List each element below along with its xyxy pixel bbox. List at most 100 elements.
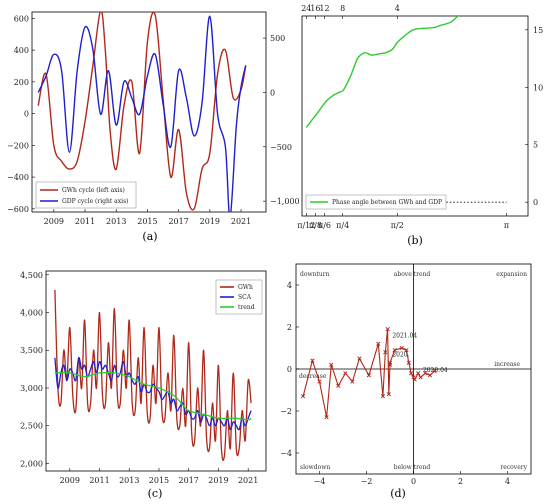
y-left-tick-label: −400 <box>7 173 29 182</box>
trajectory-point <box>329 362 334 367</box>
y-tick-label: 4,500 <box>20 271 43 280</box>
x-ticks-d: −4 −2 0 2 4 <box>314 471 510 486</box>
x-tick-label: 0 <box>411 477 416 486</box>
y-right-ticks-a: 500 0 −500 −1,000 <box>263 34 300 206</box>
x-top-tick-label: 12 <box>319 4 329 13</box>
y-left-tick-label: −200 <box>7 141 29 150</box>
y-tick-label: −4 <box>280 449 292 458</box>
legend-label-sca: SCA <box>238 294 252 301</box>
trajectory-point <box>343 371 348 376</box>
trajectory-point <box>411 375 416 380</box>
trajectory-point <box>300 394 306 399</box>
x-tick-label: 4 <box>505 477 510 486</box>
quadrant-label-slowdown: slowdown <box>300 464 330 471</box>
y-left-tick-label: 400 <box>14 46 29 55</box>
y-left-ticks-a: 600 400 200 0 −200 −400 −600 <box>7 14 35 214</box>
x-tick-label: 2015 <box>149 476 169 485</box>
x-top-tick-label: 4 <box>395 4 400 13</box>
plot-frame-a <box>31 11 267 213</box>
legend-a: GWh cycle (left axis) GDP cycle (right a… <box>35 181 137 209</box>
x-top-tick-label: 24 <box>301 4 311 13</box>
x-tick-label: 2017 <box>168 217 188 226</box>
quadrant-label-above-trend: above trend <box>394 271 431 278</box>
legend-b: Phase angle between GWh and GDP <box>305 194 447 210</box>
legend-box-b <box>305 194 447 210</box>
trajectory-point <box>336 383 341 388</box>
legend-label-gwh-cycle: GWh cycle (left axis) <box>62 187 125 194</box>
y-left-tick-label: 200 <box>14 78 29 87</box>
x-tick-label: 2013 <box>119 476 139 485</box>
series-line-gwh <box>54 289 252 461</box>
series-line-phase-angle-between-gwh-and-gdp <box>305 16 459 128</box>
x-bottom-tick-label: π <box>504 221 509 230</box>
annotation-label: 2020.04 <box>423 367 448 374</box>
annotations-d: 2021.04 2020. 2020.04 <box>392 333 448 375</box>
y-tick-label: 10 <box>533 83 543 92</box>
y-left-tick-label: −600 <box>7 205 29 214</box>
quadrant-label-decrease: decrease <box>299 373 327 380</box>
series-layer-d <box>300 326 437 420</box>
y-right-tick-label: −1,000 <box>270 197 300 206</box>
annotation-label: 2020. <box>392 351 409 358</box>
x-bottom-tick-label: π/8 <box>309 221 322 230</box>
trajectory-point <box>399 345 404 351</box>
x-tick-label: 2013 <box>106 217 126 226</box>
trajectory-point <box>386 392 391 397</box>
series-layer-a <box>37 12 247 212</box>
x-top-tick-label: 16 <box>310 4 320 13</box>
x-tick-label: −2 <box>361 477 373 486</box>
legend-label-trend: trend <box>238 304 255 311</box>
panel-caption-b: (b) <box>407 234 423 247</box>
x-tick-label: 2017 <box>179 476 199 485</box>
quadrant-label-recovery: recovery <box>500 464 527 471</box>
series-layer-b <box>305 16 507 203</box>
trajectory-point <box>423 371 428 376</box>
y-tick-label: 3,500 <box>20 346 43 355</box>
y-right-tick-label: 500 <box>270 34 285 43</box>
y-tick-label: 0 <box>287 365 292 374</box>
quadrant-label-below-trend: below trend <box>394 464 431 471</box>
x-bottom-tick-label: π/12 <box>297 221 315 230</box>
zero-axes-d <box>296 264 531 474</box>
legend-c: GWh SCA trend <box>215 279 263 315</box>
x-ticks-c: 2009 2011 2013 2015 2017 2019 2021 <box>60 468 258 485</box>
trajectory-point <box>357 356 362 361</box>
trajectory-point <box>406 360 411 365</box>
x-tick-label: 2021 <box>238 476 258 485</box>
x-tick-label: 2011 <box>75 217 95 226</box>
trajectory-point <box>383 350 388 355</box>
legend-label-gwh: GWh <box>238 284 253 291</box>
y-tick-label: 4 <box>287 281 292 290</box>
x-tick-label: 2015 <box>137 217 157 226</box>
trajectory-point <box>385 326 390 332</box>
panel-caption-a: (a) <box>142 230 157 243</box>
quadrant-label-expansion: expansion <box>496 271 527 278</box>
y-right-tick-label: −500 <box>270 143 292 152</box>
plot-frame-b <box>301 15 529 217</box>
series-line-trend <box>54 371 252 421</box>
trajectory-point <box>366 373 371 378</box>
x-bottom-tick-label: π/2 <box>391 221 404 230</box>
series-line-gdp-cycle-right-axis <box>37 15 247 212</box>
x-tick-label: 2 <box>458 477 463 486</box>
trajectory-point <box>317 379 322 384</box>
y-tick-label: 5 <box>533 141 538 150</box>
x-tick-label: 2009 <box>44 217 64 226</box>
y-tick-label: 15 <box>533 26 543 35</box>
x-tick-label: 2009 <box>60 476 80 485</box>
legend-box-a <box>35 181 137 209</box>
trajectory-point <box>350 379 355 384</box>
y-tick-label: 3,000 <box>20 384 43 393</box>
panel-caption-d: (d) <box>390 487 406 500</box>
quadrant-label-downturn: downturn <box>300 271 330 278</box>
quadrant-label-increase: increase <box>494 361 520 368</box>
y-left-tick-label: 0 <box>24 110 29 119</box>
panel-a: 600 400 200 0 −200 −400 −600 500 0 −500 −1,000 20… <box>7 11 300 243</box>
x-tick-label: 2011 <box>89 476 109 485</box>
y-left-tick-label: 600 <box>14 14 29 23</box>
trajectory-point <box>416 371 421 376</box>
x-tick-label: −4 <box>314 477 326 486</box>
